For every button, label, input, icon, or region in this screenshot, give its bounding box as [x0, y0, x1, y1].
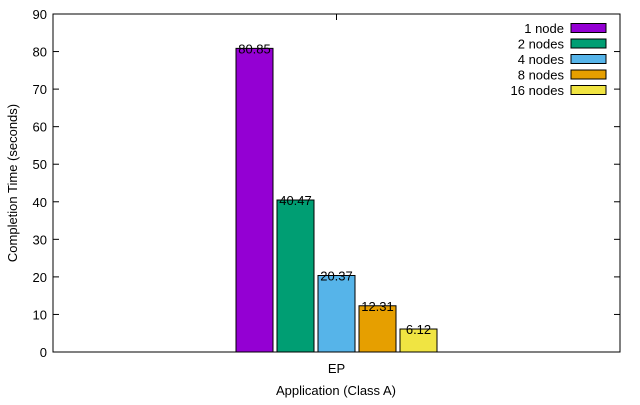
legend-swatch — [570, 69, 607, 80]
y-tick-label: 70 — [33, 82, 47, 97]
y-tick-label: 40 — [33, 195, 47, 210]
legend-label: 1 node — [524, 21, 564, 36]
y-tick-label: 20 — [33, 270, 47, 285]
y-tick-label: 10 — [33, 307, 47, 322]
legend-label: 4 nodes — [518, 52, 565, 67]
data-label: 6.12 — [406, 322, 431, 337]
bar — [235, 47, 274, 353]
data-label: 80.85 — [238, 41, 271, 56]
data-label: 20.37 — [320, 268, 353, 283]
x-axis-label: Application (Class A) — [276, 383, 396, 398]
bar — [317, 274, 356, 353]
legend-swatch — [570, 54, 607, 64]
legend-swatch — [570, 23, 607, 33]
y-tick-label: 30 — [33, 232, 47, 247]
bar — [399, 328, 438, 353]
y-axis: 0 10 20 30 40 50 60 70 80 90 — [33, 7, 620, 360]
y-tick-label: 50 — [33, 157, 47, 172]
legend-label: 8 nodes — [518, 68, 565, 83]
y-axis-label: Completion Time (seconds) — [5, 104, 20, 262]
legend-label: 16 nodes — [511, 83, 565, 98]
y-tick-label: 90 — [33, 7, 47, 22]
legend-label: 2 nodes — [518, 37, 565, 52]
bars-group: 80.85 40.47 20.37 12.31 6.12 — [235, 41, 438, 353]
y-tick-label: 80 — [33, 45, 47, 60]
y-tick-label: 60 — [33, 120, 47, 135]
y-tick-label: 0 — [40, 345, 47, 360]
bar — [358, 305, 397, 353]
legend-swatch — [570, 38, 607, 49]
bar — [276, 199, 315, 353]
legend-swatch — [570, 85, 607, 95]
x-tick-label: EP — [328, 361, 345, 376]
data-label: 40.47 — [279, 193, 312, 208]
data-label: 12.31 — [361, 299, 394, 314]
